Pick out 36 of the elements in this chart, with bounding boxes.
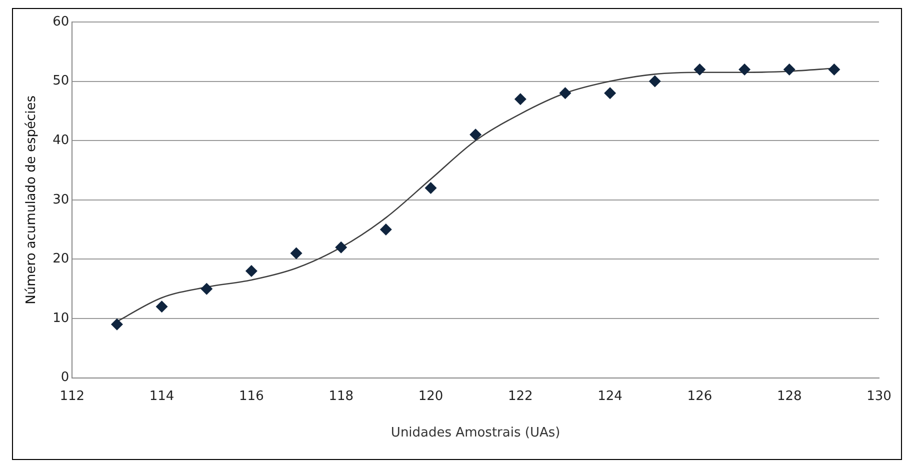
point [156, 300, 168, 313]
point [380, 224, 392, 236]
point [110, 318, 123, 330]
y-tick-label: 10 [52, 310, 70, 326]
point [514, 93, 526, 106]
x-tick-label: 122 [508, 388, 533, 404]
point [290, 247, 302, 260]
point [648, 75, 661, 88]
y-tick-label: 40 [52, 132, 70, 148]
point [200, 282, 213, 295]
x-tick-label: 120 [418, 388, 444, 404]
y-tick-label: 60 [52, 14, 70, 30]
y-axis-title: Número acumulado de espécies [24, 95, 40, 304]
y-tick-label: 50 [52, 74, 70, 89]
x-tick-label: 124 [598, 388, 622, 404]
x-tick-label: 116 [239, 388, 264, 404]
point [738, 63, 751, 76]
point [783, 63, 796, 76]
y-tick-label: 30 [52, 192, 70, 208]
x-tick-label: 114 [149, 388, 174, 404]
point [424, 182, 437, 194]
x-tick-label: 118 [328, 388, 354, 404]
x-tick-label: 130 [866, 388, 892, 404]
point [694, 63, 706, 76]
y-tick-label: 0 [60, 370, 70, 386]
x-tick-label: 128 [776, 388, 802, 404]
y-tick-label: 20 [52, 252, 70, 267]
x-axis-title: Unidades Amostrais (UAs) [390, 426, 560, 441]
point [604, 87, 616, 100]
x-tick-label: 126 [687, 388, 712, 404]
point [245, 265, 258, 278]
point [335, 241, 348, 254]
x-tick-label: 112 [60, 388, 85, 404]
point [559, 87, 572, 100]
point [828, 63, 840, 76]
point [470, 128, 482, 141]
